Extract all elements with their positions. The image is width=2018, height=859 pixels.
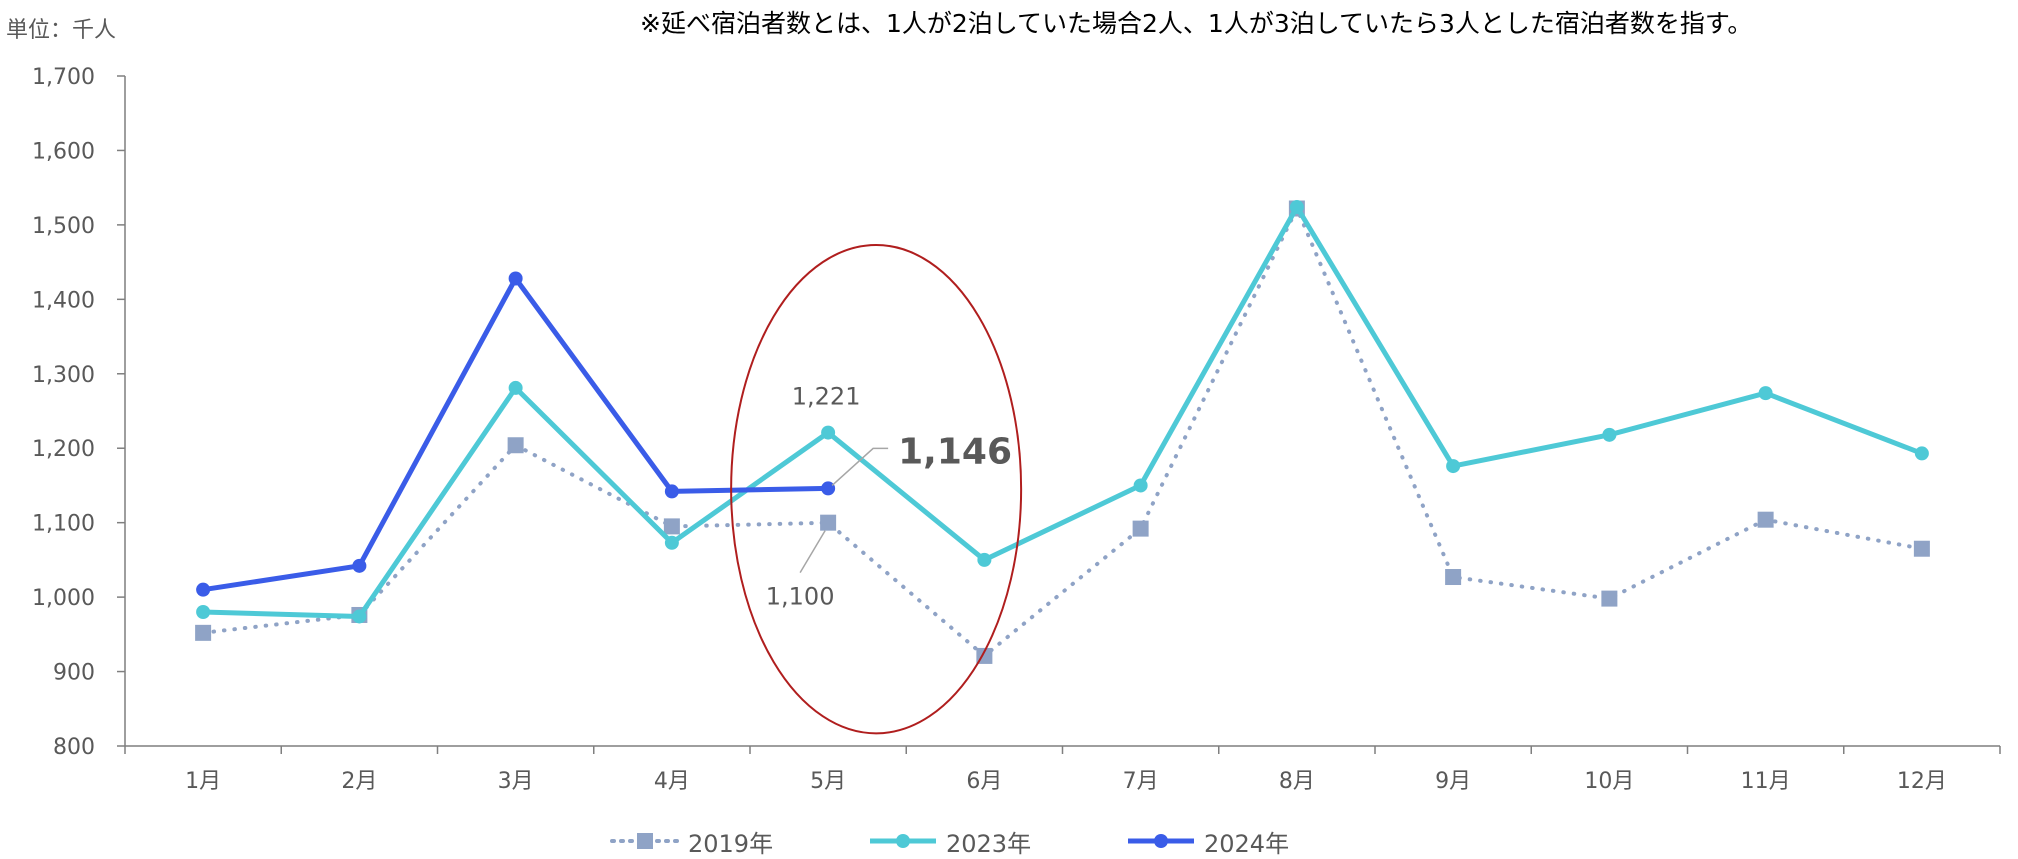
data-point — [1289, 200, 1304, 215]
legend-item-2023: 2023年 — [868, 826, 1032, 858]
note-label: ※延べ宿泊者数とは、1人が2泊していた場合2人、1人が3泊していたら3人とした宿… — [640, 9, 1753, 38]
y-tick-label: 800 — [53, 735, 95, 760]
x-tick-label: 12月 — [1897, 769, 1947, 794]
y-tick-label: 1,400 — [32, 288, 95, 313]
legend-swatch-2024 — [1128, 834, 1194, 848]
x-tick-label: 6月 — [966, 769, 1002, 794]
y-tick-label: 1,600 — [32, 139, 95, 164]
data-point — [508, 380, 523, 395]
annotations: 1,221 1,146 1,100 — [730, 243, 1023, 735]
legend-label-2023: 2023年 — [946, 829, 1032, 858]
series-1 — [195, 200, 1930, 664]
data-point — [352, 609, 367, 624]
data-point — [1602, 427, 1617, 442]
data-point — [196, 605, 211, 619]
axes: 800 900 1,000 1,100 1,200 1,300 1,400 1,500 1,60… — [32, 65, 2001, 794]
legend-label-2024: 2024年 — [1204, 829, 1290, 858]
series-2 — [196, 200, 1929, 624]
y-tick-label: 1,200 — [32, 437, 95, 462]
data-point — [1445, 569, 1462, 586]
data-label: 1,100 — [766, 583, 835, 611]
data-point — [1757, 511, 1774, 528]
x-tick-label: 9月 — [1435, 769, 1471, 794]
leader-line — [799, 530, 826, 574]
legend-swatch-2023 — [870, 834, 936, 848]
data-point — [507, 437, 524, 454]
y-tick-label: 900 — [53, 661, 95, 686]
data-point — [664, 484, 679, 499]
data-label: 1,146 — [898, 431, 1012, 472]
highlight-ellipse — [730, 243, 1023, 735]
data-label: 1,221 — [792, 383, 861, 411]
series-lines — [195, 200, 1930, 664]
x-tick-label: 3月 — [498, 769, 534, 794]
legend-label-2019: 2019年 — [688, 829, 774, 858]
series-line — [200, 204, 1925, 619]
legend-item-2019: 2019年 — [610, 826, 774, 858]
x-tick-label: 5月 — [810, 769, 846, 794]
y-tick-label: 1,500 — [32, 214, 95, 239]
unit-label: 単位：千人 — [6, 18, 117, 43]
data-point — [1914, 446, 1929, 461]
legend: 2019年 2023年 2024年 — [0, 826, 2018, 858]
data-point — [1758, 386, 1773, 401]
data-point — [352, 558, 367, 573]
leader-line — [831, 447, 889, 486]
x-tick-label: 11月 — [1741, 769, 1791, 794]
data-point — [663, 518, 680, 535]
data-point — [195, 624, 212, 641]
x-tick-label: 1月 — [185, 769, 221, 794]
data-point — [1446, 459, 1461, 474]
y-tick-label: 1,300 — [32, 363, 95, 388]
data-point — [1601, 590, 1618, 607]
legend-item-2024: 2024年 — [1126, 826, 1290, 858]
x-tick-label: 4月 — [654, 769, 690, 794]
y-tick-label: 1,000 — [32, 586, 95, 611]
x-tick-label: 8月 — [1279, 769, 1315, 794]
x-tick-label: 7月 — [1123, 769, 1159, 794]
data-point — [821, 481, 836, 496]
data-point — [1132, 520, 1149, 537]
series-line — [201, 206, 1924, 658]
x-tick-label: 10月 — [1584, 769, 1634, 794]
y-tick-label: 1,700 — [32, 65, 95, 90]
data-point — [196, 582, 211, 597]
y-tick-label: 1,100 — [32, 512, 95, 537]
data-point — [1913, 540, 1930, 557]
data-point — [820, 514, 837, 531]
data-point — [977, 552, 992, 567]
data-point — [821, 425, 836, 440]
series-3 — [196, 271, 836, 597]
x-tick-label: 2月 — [341, 769, 377, 794]
data-point — [508, 271, 523, 286]
data-point — [664, 535, 679, 550]
data-point — [1133, 478, 1148, 493]
legend-swatch-2019 — [610, 833, 680, 849]
